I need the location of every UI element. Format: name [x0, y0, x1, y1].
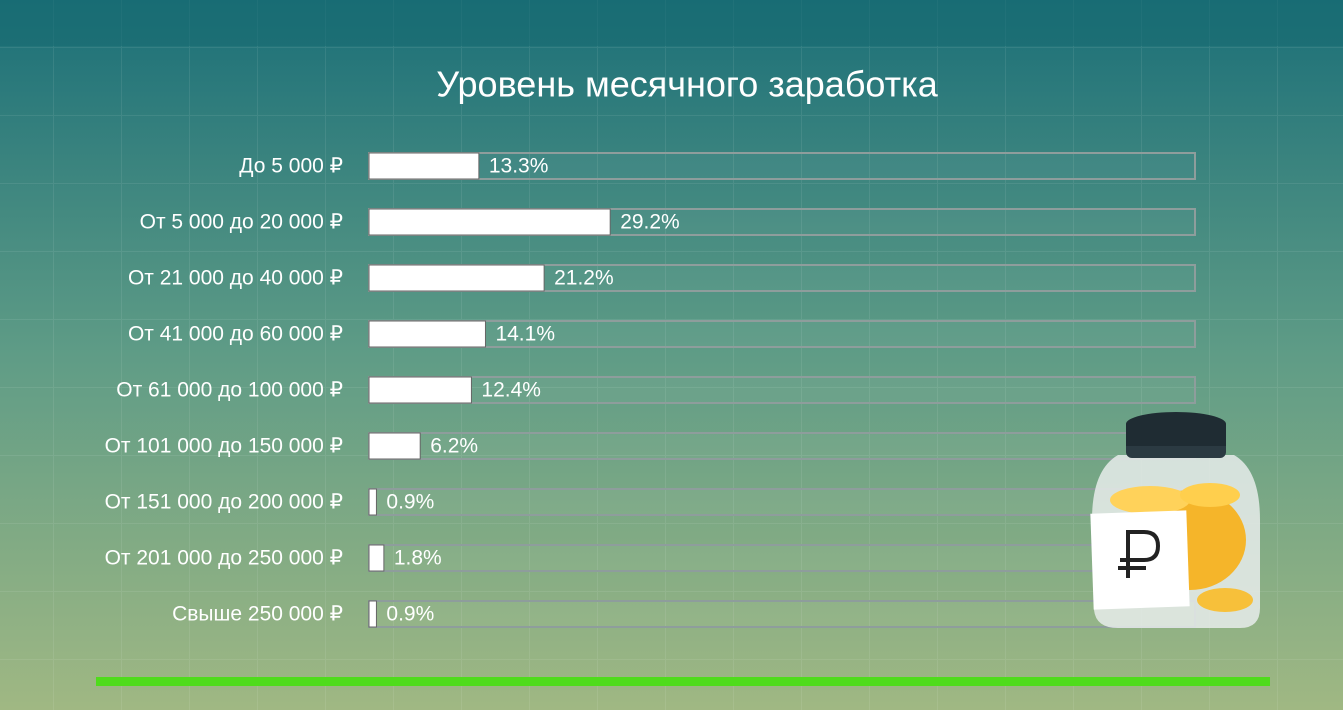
category-label: От 151 000 до 200 000 ₽ — [105, 491, 343, 514]
top-band — [0, 0, 1343, 46]
category-label: До 5 000 ₽ — [239, 155, 343, 178]
bar-track — [368, 544, 1196, 572]
bar-track — [368, 152, 1196, 180]
jar-coin — [1197, 588, 1253, 612]
ruble-sign — [1118, 530, 1161, 578]
bar — [368, 376, 472, 404]
value-label: 29.2% — [620, 211, 680, 234]
bar-track — [368, 320, 1196, 348]
value-label: 14.1% — [495, 323, 555, 346]
bar — [368, 432, 421, 460]
category-label: От 101 000 до 150 000 ₽ — [105, 435, 343, 458]
bar-track — [368, 600, 1196, 628]
bar-track — [368, 488, 1196, 516]
category-label: От 41 000 до 60 000 ₽ — [128, 323, 343, 346]
value-label: 21.2% — [554, 267, 614, 290]
value-label: 6.2% — [430, 435, 478, 458]
value-label: 1.8% — [394, 547, 442, 570]
bar — [368, 264, 545, 292]
bottom-rule — [96, 677, 1270, 686]
bar — [368, 320, 486, 348]
bar — [368, 600, 377, 628]
bar — [368, 488, 377, 516]
category-label: От 201 000 до 250 000 ₽ — [105, 547, 343, 570]
value-label: 0.9% — [386, 491, 434, 514]
value-label: 12.4% — [481, 379, 541, 402]
category-label: Свыше 250 000 ₽ — [172, 603, 343, 626]
bar-track — [368, 432, 1196, 460]
bars: До 5 000 ₽ 13.3% От 5 000 до 20 000 ₽ 29.2%… — [105, 152, 1196, 628]
category-label: От 61 000 до 100 000 ₽ — [116, 379, 343, 402]
value-label: 13.3% — [489, 155, 549, 178]
bar — [368, 152, 480, 180]
jar-coin — [1110, 486, 1190, 514]
chart-title: Уровень месячного заработка — [436, 64, 938, 105]
bar — [368, 208, 611, 236]
value-label: 0.9% — [386, 603, 434, 626]
category-label: От 21 000 до 40 000 ₽ — [128, 267, 343, 290]
jar-lid-side — [1126, 424, 1226, 446]
jar-illustration — [1090, 412, 1260, 628]
bar — [368, 544, 385, 572]
bar-track — [368, 376, 1196, 404]
category-label: От 5 000 до 20 000 ₽ — [140, 211, 343, 234]
jar-coin — [1180, 483, 1240, 507]
